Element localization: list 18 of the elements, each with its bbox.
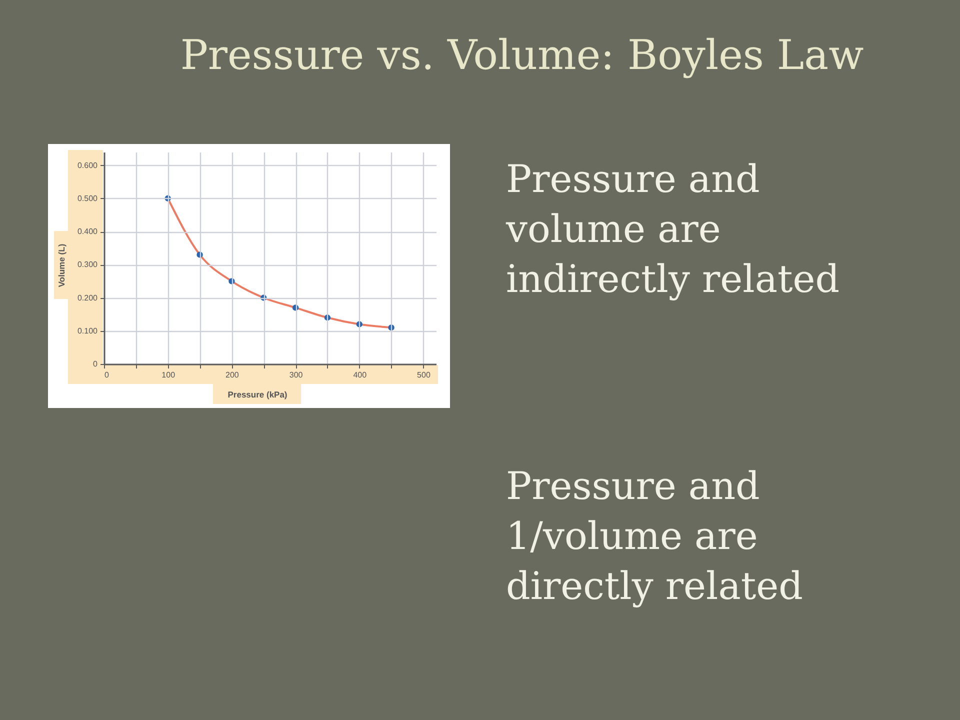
y-tick-label: 0.500 [77,194,98,203]
x-tick-label: 400 [353,370,368,380]
x-tick-label: 200 [226,370,240,380]
x-axis-title: Pressure (kPa) [228,390,288,400]
y-tick-label: 0.200 [77,293,98,302]
y-axis-title: Volume (L) [56,244,66,288]
y-tick-label: 0.600 [77,160,98,170]
y-tick-label: 0.300 [77,260,98,270]
y-tick-label: 0.100 [77,326,98,336]
text: Pressure vs. Volume: Boyles Law [180,31,864,79]
x-tick-label: 100 [162,370,176,380]
x-tick-label: 300 [289,370,304,380]
x-tick-label: 0 [104,370,110,380]
text: Pressure and 1/volume are directly related [506,464,803,608]
x-tick-label: 500 [417,370,431,380]
y-tick-label: 0 [93,360,98,368]
text: Pressure and volume are indirectly related [505,157,840,301]
y-tick-label: 0.400 [77,227,98,236]
